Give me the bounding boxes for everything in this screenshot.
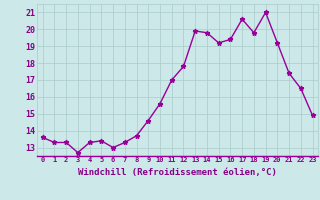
X-axis label: Windchill (Refroidissement éolien,°C): Windchill (Refroidissement éolien,°C): [78, 168, 277, 177]
